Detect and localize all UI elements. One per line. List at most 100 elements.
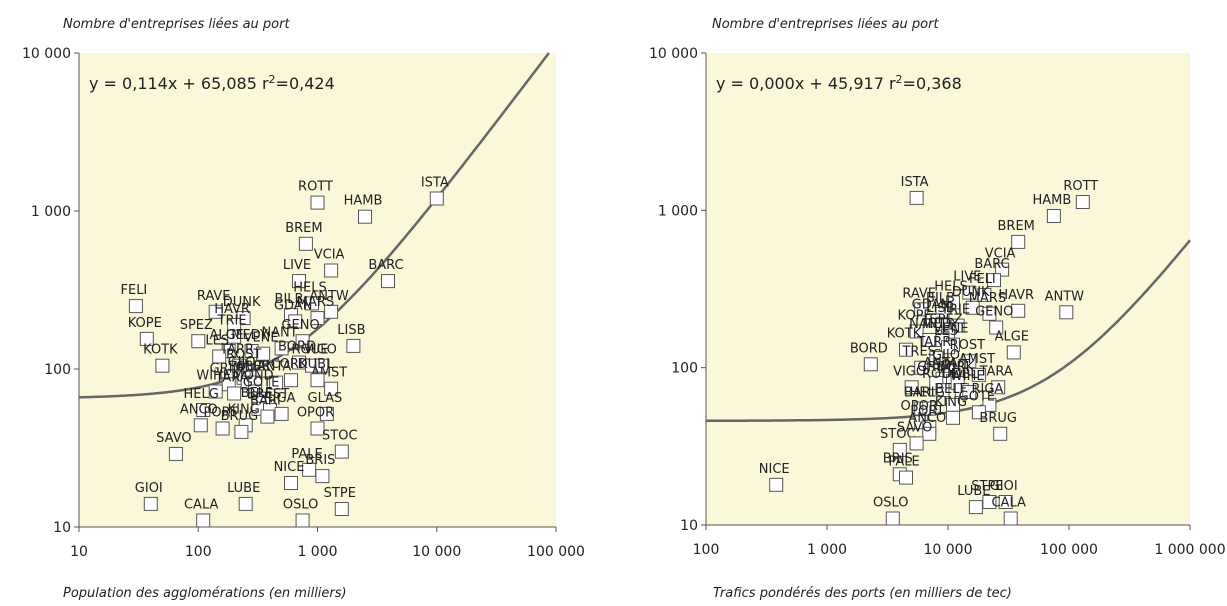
- data-point: [971, 367, 986, 382]
- point-label: TRIE: [940, 303, 970, 318]
- x-tick-label: 1 000: [807, 542, 847, 558]
- point-label: VENE: [244, 331, 279, 346]
- data-point: [319, 406, 334, 421]
- data-point: [885, 511, 900, 526]
- point-label: ROUE: [922, 367, 959, 382]
- y-tick-label: 10 000: [22, 46, 71, 62]
- point-label: ANTW: [309, 289, 349, 304]
- point-label: STPE: [971, 479, 1003, 494]
- chart-title: Nombre d'entreprises liées au port: [63, 17, 290, 32]
- point-label: BREM: [285, 221, 322, 236]
- point-label: BARC: [368, 258, 403, 273]
- data-point: [962, 285, 977, 300]
- data-point: [962, 385, 977, 399]
- data-point: [998, 495, 1013, 509]
- point-label: BILB: [275, 292, 304, 307]
- point-label: VIGO: [304, 343, 337, 358]
- point-label: GDAN: [274, 298, 312, 313]
- equation-text: y = 0,114x + 65,085: [89, 74, 262, 93]
- point-label: BRUG: [221, 409, 259, 424]
- point-label: DUBL: [942, 367, 978, 382]
- regression-equation: y = 0,000x + 45,917 r2=0,368: [716, 73, 962, 93]
- point-label: LISB: [926, 301, 954, 316]
- r2-superscript: 2: [269, 73, 276, 86]
- point-label: LUBE: [957, 484, 990, 499]
- point-label: HAMB: [344, 194, 383, 209]
- data-point: [946, 410, 960, 425]
- point-label: STOC: [880, 427, 916, 442]
- x-tick-label: 100 000: [1040, 542, 1098, 558]
- data-point: [971, 405, 986, 420]
- y-tick-label: 1 000: [658, 203, 698, 219]
- r2-value: =0,368: [903, 74, 962, 93]
- r2-label: r: [262, 74, 269, 93]
- point-label: ANTA: [257, 360, 292, 375]
- point-label: ALGE: [995, 329, 1029, 344]
- data-point: [215, 421, 230, 436]
- x-tick-label: 100: [693, 542, 720, 558]
- point-label: BARC: [974, 257, 1009, 272]
- data-point: [305, 296, 319, 311]
- r2-value: =0,424: [276, 74, 335, 93]
- point-label: RAVE: [197, 289, 231, 304]
- data-point: [310, 195, 325, 210]
- point-label: SAVO: [156, 431, 191, 446]
- data-point: [904, 380, 919, 395]
- point-label: CALA: [991, 496, 1026, 511]
- data-point: [295, 513, 310, 528]
- point-label: HAVR: [214, 302, 250, 317]
- plot-area: [79, 53, 556, 527]
- point-label: KING: [228, 402, 260, 417]
- point-label: MEDY: [231, 328, 268, 343]
- data-point: [929, 351, 944, 366]
- point-label: MARS: [297, 295, 334, 310]
- data-point: [968, 500, 983, 515]
- point-label: ROTT: [298, 180, 333, 195]
- data-point: [155, 358, 170, 373]
- point-label: AMST: [959, 352, 995, 367]
- point-label: NICE: [274, 460, 305, 475]
- data-point: [288, 314, 303, 329]
- data-point: [208, 304, 223, 319]
- plot-area: [706, 53, 1190, 525]
- data-point: [191, 334, 206, 349]
- point-label: LIVE: [953, 270, 981, 285]
- x-axis-label: Population des agglomérations (en millie…: [63, 586, 347, 601]
- data-point: [914, 360, 929, 375]
- x-tick-label: 10 000: [412, 544, 461, 560]
- data-point: [977, 287, 992, 302]
- point-label: SPEZ: [180, 318, 213, 333]
- point-label: CORK: [271, 357, 308, 372]
- point-label: GENO: [281, 318, 319, 333]
- point-label: BARI: [250, 394, 281, 409]
- chart-title: Nombre d'entreprises liées au port: [712, 17, 939, 32]
- data-point: [238, 496, 253, 511]
- point-label: FELI: [121, 283, 148, 298]
- point-label: WIHE: [950, 369, 985, 384]
- y-tick-label: 10 000: [649, 46, 698, 62]
- data-point: [982, 397, 997, 412]
- x-tick-label: 10 000: [924, 542, 973, 558]
- point-label: FELI: [969, 272, 996, 287]
- point-label: KOTK: [143, 343, 178, 358]
- data-point: [315, 358, 330, 373]
- point-label: GLAS: [308, 391, 343, 406]
- data-point: [914, 302, 929, 317]
- point-label: GIOI: [135, 481, 163, 496]
- point-label: TARR: [916, 335, 951, 350]
- data-point: [334, 502, 349, 516]
- data-point: [310, 373, 325, 388]
- data-point: [274, 341, 289, 356]
- data-point: [892, 442, 907, 457]
- data-point: [168, 446, 183, 461]
- point-label: LIVE: [283, 258, 311, 273]
- x-tick-label: 100: [185, 544, 212, 560]
- point-label: ROST: [950, 338, 986, 353]
- point-label: NANT: [909, 317, 945, 332]
- point-label: BILB: [926, 291, 955, 306]
- data-point: [922, 401, 937, 416]
- point-label: VENE: [933, 322, 968, 337]
- point-label: ANCO: [908, 411, 946, 426]
- data-point: [899, 342, 913, 357]
- data-point: [227, 329, 242, 344]
